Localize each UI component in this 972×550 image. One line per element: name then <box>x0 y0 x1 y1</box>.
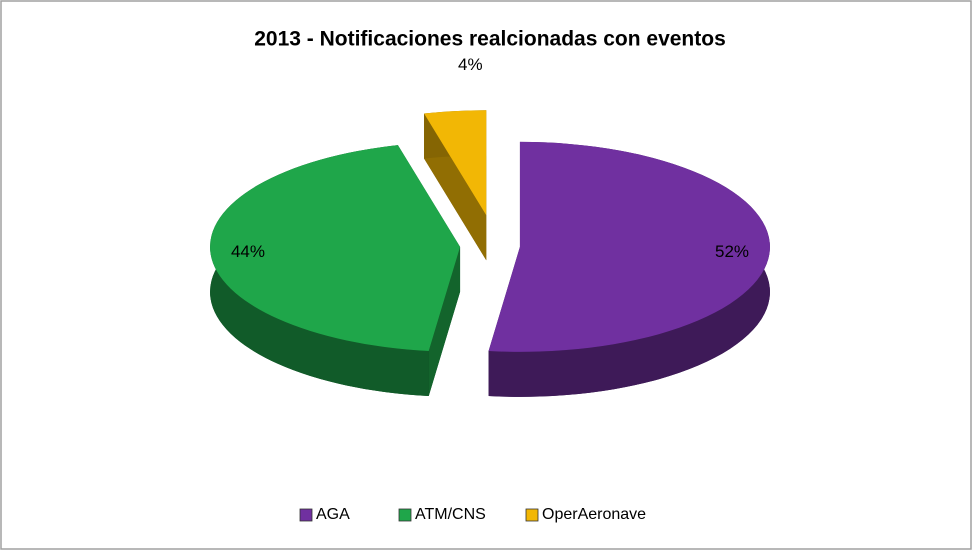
chart-title: 2013 - Notificaciones realcionadas con e… <box>254 28 726 51</box>
data-label: 52% <box>715 242 749 261</box>
data-label: 44% <box>231 242 265 261</box>
legend-swatch <box>299 508 313 522</box>
slice <box>424 110 487 216</box>
slice-side <box>428 246 461 397</box>
data-label: 4% <box>458 55 483 74</box>
legend-label: AGA <box>316 506 350 523</box>
slice <box>488 141 770 352</box>
slice <box>210 145 461 352</box>
legend-swatch <box>525 508 539 522</box>
legend-swatch <box>398 508 412 522</box>
legend-label: ATM/CNS <box>415 506 486 523</box>
legend-label: OperAeronave <box>542 506 646 523</box>
